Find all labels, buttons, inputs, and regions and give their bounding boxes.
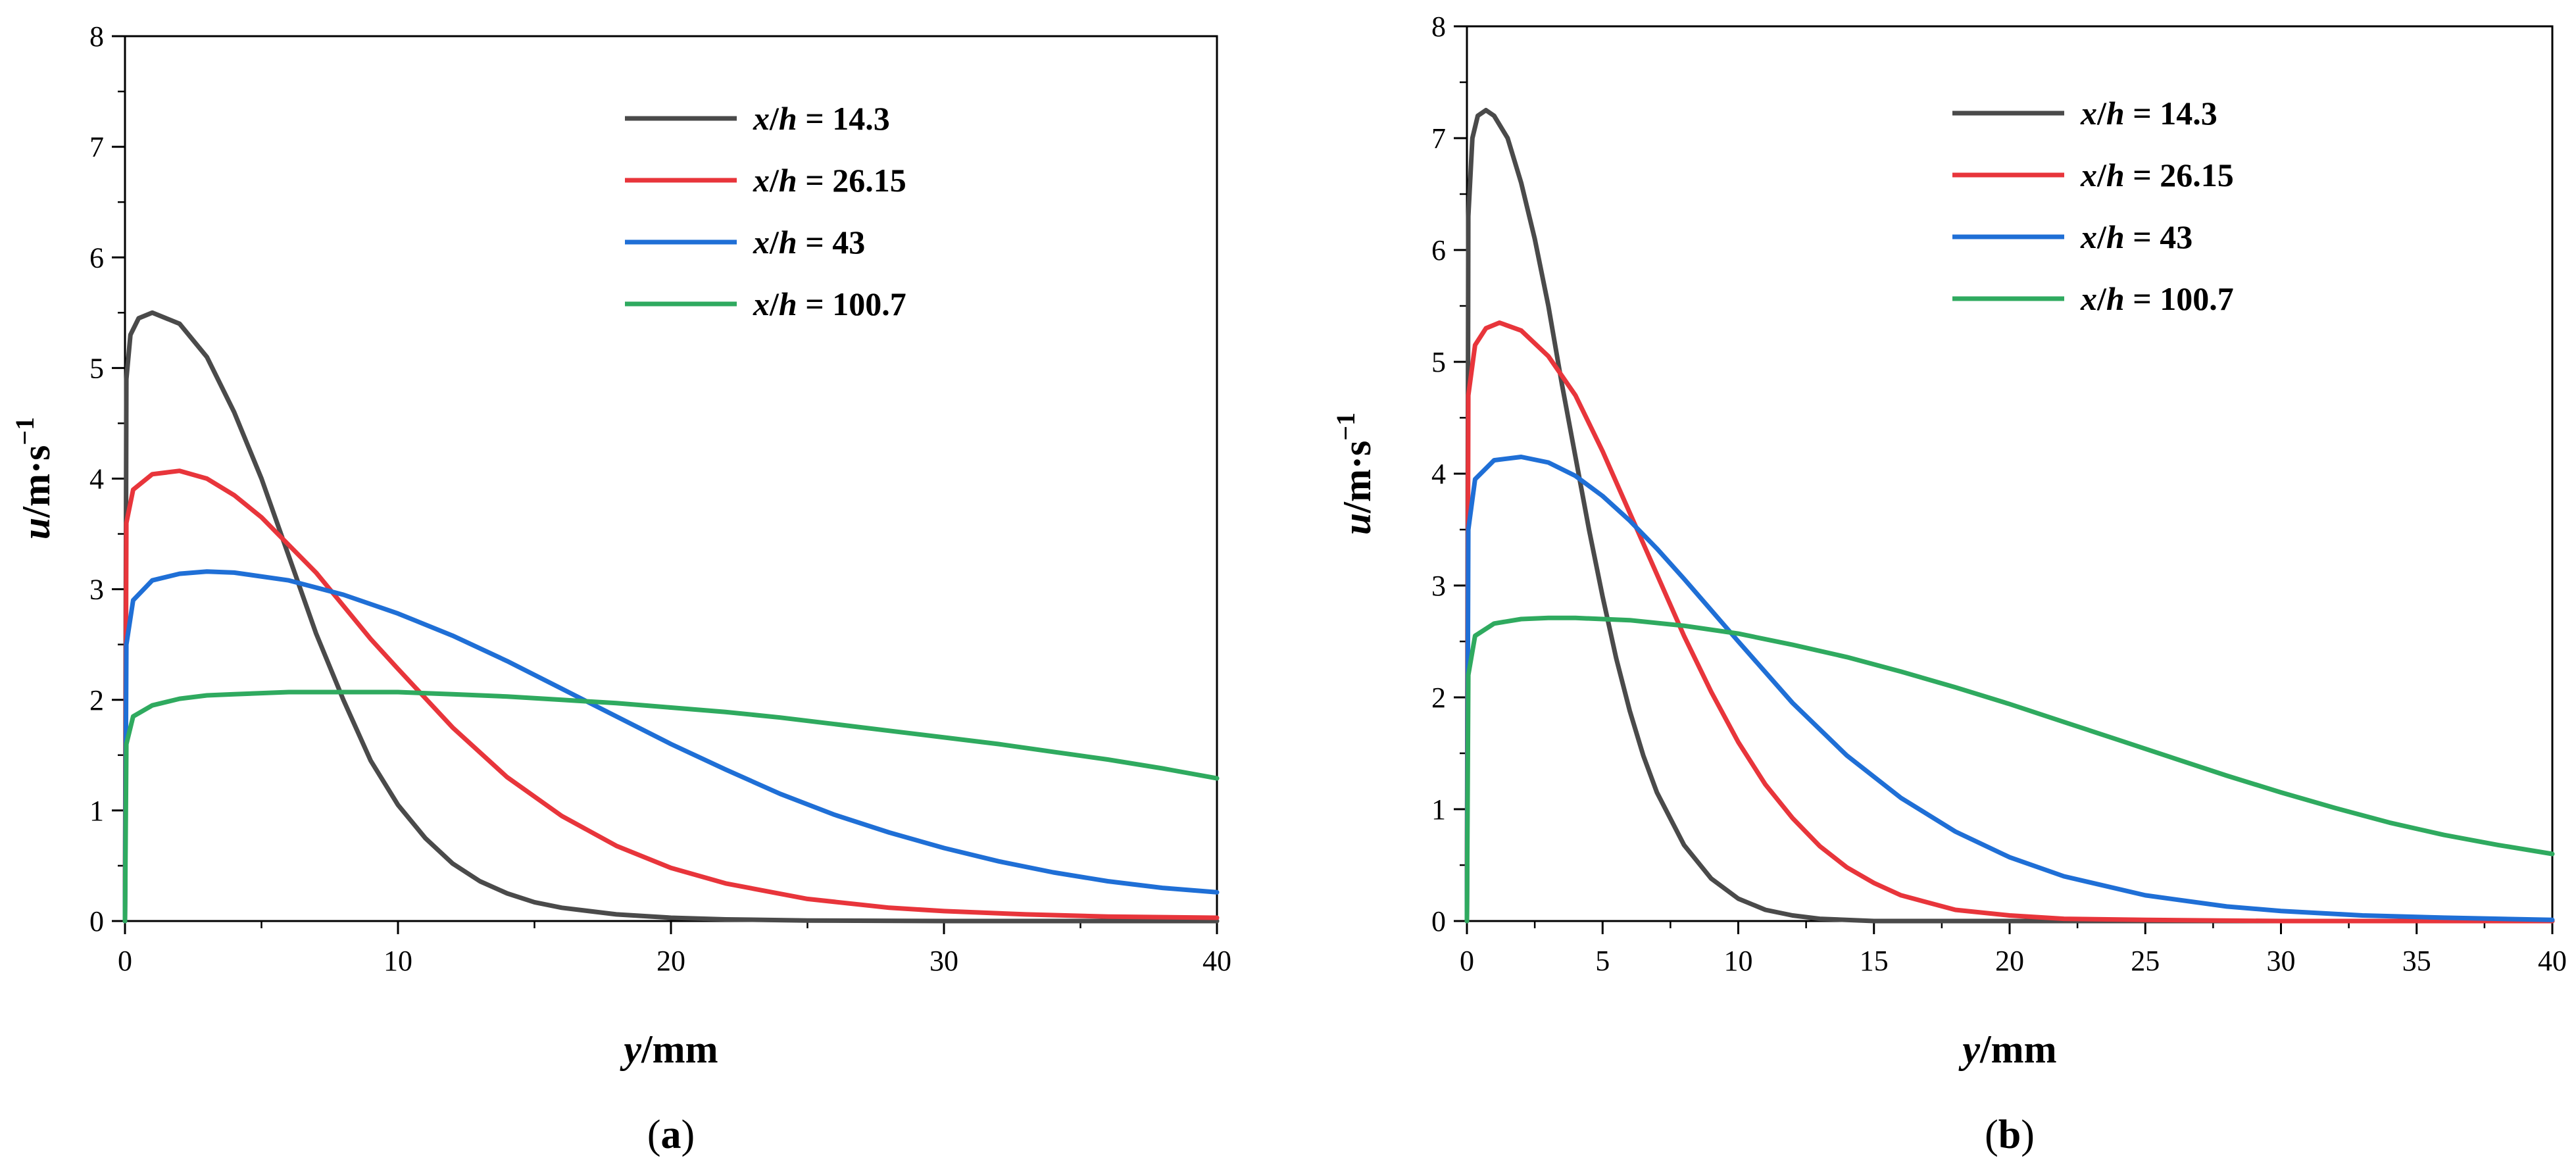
panel-b-legend-label-3: x/h = 100.7 [2080,280,2234,317]
panel-b-legend-label-0: x/h = 14.3 [2080,95,2217,132]
panel-a-caption: (a) [647,1112,695,1157]
panel-a-series-line-1 [122,468,1220,924]
panel-a-ytick-label: 8 [89,20,104,53]
panel-b-y-axis-label: u/m·s−1 [1331,412,1379,535]
panel-a-series-line-0 [122,310,1220,924]
panel-b-series-line-0 [1464,108,2555,924]
panel-b-ytick-label: 8 [1431,11,1446,43]
panel-a-xtick-label: 30 [929,945,958,977]
panel-a-xtick-label: 40 [1202,945,1231,977]
panel-a-ytick-label: 5 [89,352,104,384]
panel-a-ytick-label: 3 [89,574,104,606]
panel-b-xtick-label: 40 [2538,945,2567,977]
panel-a-ytick-label: 2 [89,684,104,716]
panel-a-y-axis-label: u/m·s−1 [10,417,58,539]
panel-a-series-line-3 [122,689,1220,924]
panel-b-caption: (b) [1985,1112,2035,1157]
panel-a-legend-label-2: x/h = 43 [753,224,865,261]
panel-a-ytick-label: 6 [89,241,104,274]
panel-b-legend-label-1: x/h = 26.15 [2080,157,2234,193]
panel-a-ytick-label: 7 [89,131,104,163]
panel-b-xtick-label: 10 [1724,945,1753,977]
panel-b-legend-label-2: x/h = 43 [2080,218,2192,255]
panel-b-series-line-2 [1464,455,2555,924]
panel-a-xtick-label: 20 [656,945,685,977]
panel-a-x-axis-label: y/mm [620,1028,718,1071]
panel-b-xtick-label: 5 [1595,945,1610,977]
panel-b-ytick-label: 7 [1431,122,1446,155]
panel-b-x-axis-label: y/mm [1958,1028,2056,1071]
panel-a-ytick-label: 1 [89,795,104,827]
panel-a-xtick-label: 10 [384,945,412,977]
panel-a-ytick-label: 4 [89,463,104,495]
panel-b-ytick-label: 4 [1431,458,1446,490]
panel-a-xtick-label: 0 [118,945,132,977]
panel-b-ytick-label: 2 [1431,682,1446,714]
panel-b-series-line-1 [1464,320,2555,924]
panel-b-ytick-label: 0 [1431,905,1446,937]
panel-a-legend-label-0: x/h = 14.3 [753,100,890,137]
panel-a-plot-frame [124,35,1218,922]
panel-a-legend-label-3: x/h = 100.7 [753,286,906,322]
panel-a-series-line-2 [122,569,1220,924]
panel-b-ytick-label: 1 [1431,793,1446,826]
panel-a-legend-label-1: x/h = 26.15 [753,162,906,199]
panel-b-series-line-3 [1464,615,2555,924]
panel-b-plot-frame [1466,25,2554,922]
panel-b-xtick-label: 30 [2267,945,2296,977]
panel-b-xtick-label: 35 [2402,945,2431,977]
panel-b-ytick-label: 6 [1431,234,1446,266]
panel-b-ytick-label: 3 [1431,570,1446,602]
panel-b-xtick-label: 0 [1460,945,1474,977]
panel-b-ytick-label: 5 [1431,346,1446,378]
panel-b-xtick-label: 20 [1995,945,2024,977]
panel-b-xtick-label: 15 [1860,945,1889,977]
panel-b-xtick-label: 25 [2131,945,2160,977]
panel-a-ytick-label: 0 [89,905,104,937]
